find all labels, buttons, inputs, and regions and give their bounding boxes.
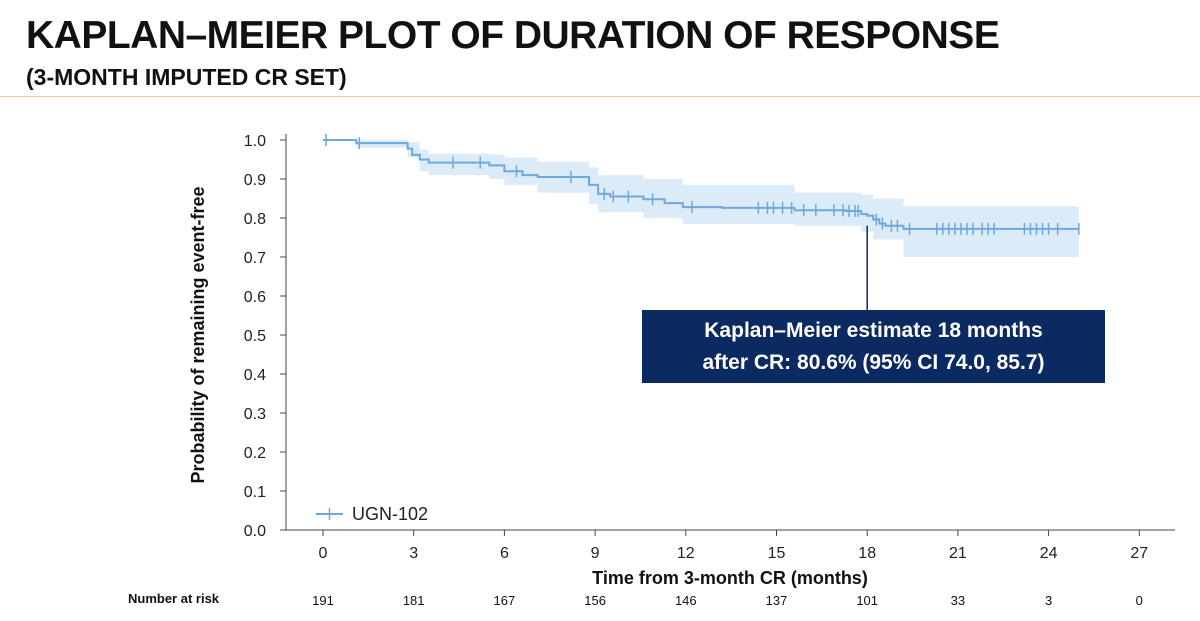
number-at-risk-value: 167	[493, 593, 516, 608]
x-tick-label: 9	[591, 545, 600, 562]
slide-subtitle: (3-MONTH IMPUTED CR SET)	[26, 64, 347, 90]
y-tick-label: 0.4	[244, 367, 266, 384]
y-tick-label: 0.6	[244, 289, 266, 306]
legend-label-ugn-102: UGN-102	[352, 504, 428, 524]
callout-line-2: after CR: 80.6% (95% CI 74.0, 85.7)	[702, 350, 1045, 374]
y-axis-title: Probability of remaining event-free	[188, 186, 208, 483]
confidence-band	[323, 140, 1079, 257]
y-tick-label: 0.8	[244, 211, 266, 228]
y-tick-label: 0.2	[244, 445, 266, 462]
number-at-risk-value: 137	[765, 593, 788, 608]
x-tick-label: 12	[677, 545, 695, 562]
y-tick-label: 0.3	[244, 406, 266, 423]
km-estimate-callout: Kaplan–Meier estimate 18 months after CR…	[642, 310, 1105, 383]
y-tick-label: 0.9	[244, 172, 266, 189]
slide-title: KAPLAN–MEIER PLOT OF DURATION OF RESPONS…	[26, 14, 1000, 57]
km-curve-ugn-102	[323, 139, 1079, 230]
number-at-risk-value: 3	[1044, 593, 1053, 608]
legend: UGN-102	[316, 504, 428, 524]
number-at-risk-value: 0	[1135, 593, 1143, 608]
number-at-risk-value: 181	[402, 593, 425, 608]
x-tick-label: 3	[409, 545, 418, 562]
number-at-risk-value: 101	[856, 593, 879, 608]
title-divider	[0, 96, 1200, 97]
x-tick-label: 27	[1130, 545, 1148, 562]
number-at-risk-value: 33	[950, 593, 966, 608]
y-tick-label: 0.1	[244, 484, 266, 501]
number-at-risk-value: 156	[584, 593, 606, 608]
number-at-risk-value: 146	[674, 593, 697, 608]
y-tick-label: 0.7	[244, 250, 266, 267]
number-at-risk-value: 191	[312, 593, 334, 608]
y-tick-label: 1.0	[244, 133, 266, 150]
y-tick-label: 0.0	[244, 523, 266, 540]
callout-line-1: Kaplan–Meier estimate 18 months	[704, 318, 1043, 342]
x-tick-label: 24	[1040, 545, 1058, 562]
y-tick-label: 0.5	[244, 328, 266, 345]
x-tick-label: 18	[858, 545, 876, 562]
x-tick-label: 21	[949, 545, 967, 562]
x-axis-title: Time from 3-month CR (months)	[592, 568, 868, 588]
number-at-risk-label: Number at risk	[128, 591, 220, 606]
x-tick-label: 15	[768, 545, 786, 562]
x-tick-label: 0	[319, 545, 328, 562]
x-tick-label: 6	[500, 545, 509, 562]
